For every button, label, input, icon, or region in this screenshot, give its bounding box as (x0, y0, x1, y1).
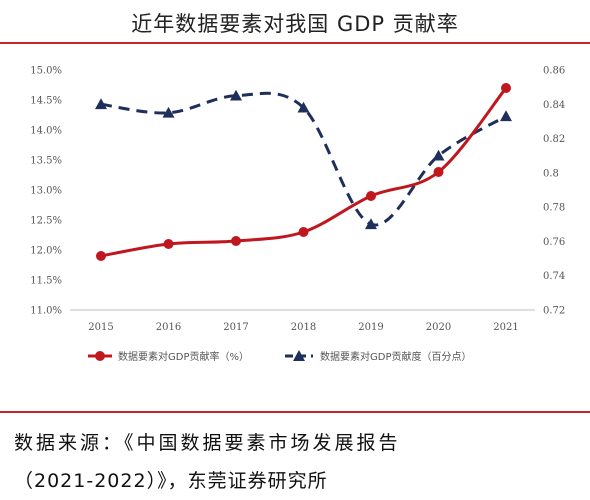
circle-marker (163, 239, 174, 249)
triangle-marker (230, 89, 242, 101)
right-axis-ticks: 0.72 0.74 0.76 0.78 0.8 0.82 0.84 0.86 (543, 66, 565, 317)
left-tick-label: 13.0% (30, 186, 62, 197)
chart-title: 近年数据要素对我国 GDP 贡献率 (131, 12, 459, 36)
right-tick-label: 0.76 (543, 237, 565, 248)
left-tick-label: 15.0% (30, 66, 62, 77)
circle-marker (96, 251, 106, 261)
right-tick-label: 0.82 (543, 134, 565, 145)
legend-marker-degree (293, 350, 305, 361)
right-tick-label: 0.74 (543, 271, 565, 282)
triangle-marker (500, 110, 512, 122)
right-tick-label: 0.8 (543, 168, 559, 179)
left-tick-label: 12.5% (30, 216, 62, 227)
left-tick-label: 11.0% (30, 306, 62, 317)
legend-label-degree: 数据要素对GDP贡献度（百分点） (320, 350, 471, 363)
left-tick-label: 14.5% (30, 96, 62, 107)
right-tick-label: 0.86 (543, 66, 565, 77)
x-tick-label: 2021 (493, 322, 518, 333)
x-tick-label: 2020 (426, 322, 451, 333)
x-tick-label: 2019 (358, 322, 383, 333)
x-tick-label: 2015 (88, 322, 113, 333)
x-tick-label: 2016 (156, 322, 181, 333)
circle-marker (298, 227, 309, 237)
x-tick-label: 2018 (291, 322, 316, 333)
source-line-1: 数据来源：《中国数据要素市场发展报告 (14, 432, 401, 454)
right-tick-label: 0.78 (543, 203, 565, 214)
triangle-marker (95, 98, 107, 110)
x-axis-ticks: 2015 2016 2017 2018 2019 2020 2021 (88, 322, 518, 333)
x-tick-label: 2017 (223, 322, 248, 333)
line-chart: 11.0% 11.5% 12.0% 12.5% 13.0% 13.5% 14.0% 14.5%… (30, 66, 565, 364)
bottom-divider (0, 411, 590, 413)
left-tick-label: 11.5% (30, 276, 62, 287)
legend-marker-rate (95, 351, 105, 361)
triangle-marker (365, 218, 377, 230)
circle-marker (501, 83, 511, 93)
series-line-contribution-degree (100, 91, 507, 227)
left-tick-label: 12.0% (30, 246, 62, 257)
series-layer (95, 83, 512, 261)
circle-marker (231, 236, 241, 246)
right-tick-label: 0.72 (543, 306, 565, 317)
legend: 数据要素对GDP贡献率（%） 数据要素对GDP贡献度（百分点） (88, 350, 471, 363)
circle-marker (366, 191, 376, 201)
source-line-2: （2021-2022）》，东莞证券研究所 (14, 470, 328, 492)
right-tick-label: 0.84 (543, 100, 565, 111)
triangle-marker (297, 101, 310, 113)
triangle-marker (432, 149, 445, 161)
left-tick-label: 14.0% (30, 126, 62, 137)
legend-label-rate: 数据要素对GDP贡献率（%） (118, 350, 249, 363)
top-divider (0, 42, 590, 44)
circle-marker (433, 167, 444, 177)
triangle-marker (162, 106, 175, 118)
left-tick-label: 13.5% (30, 156, 62, 167)
left-axis-ticks: 11.0% 11.5% 12.0% 12.5% 13.0% 13.5% 14.0% 14.5%… (30, 66, 62, 317)
